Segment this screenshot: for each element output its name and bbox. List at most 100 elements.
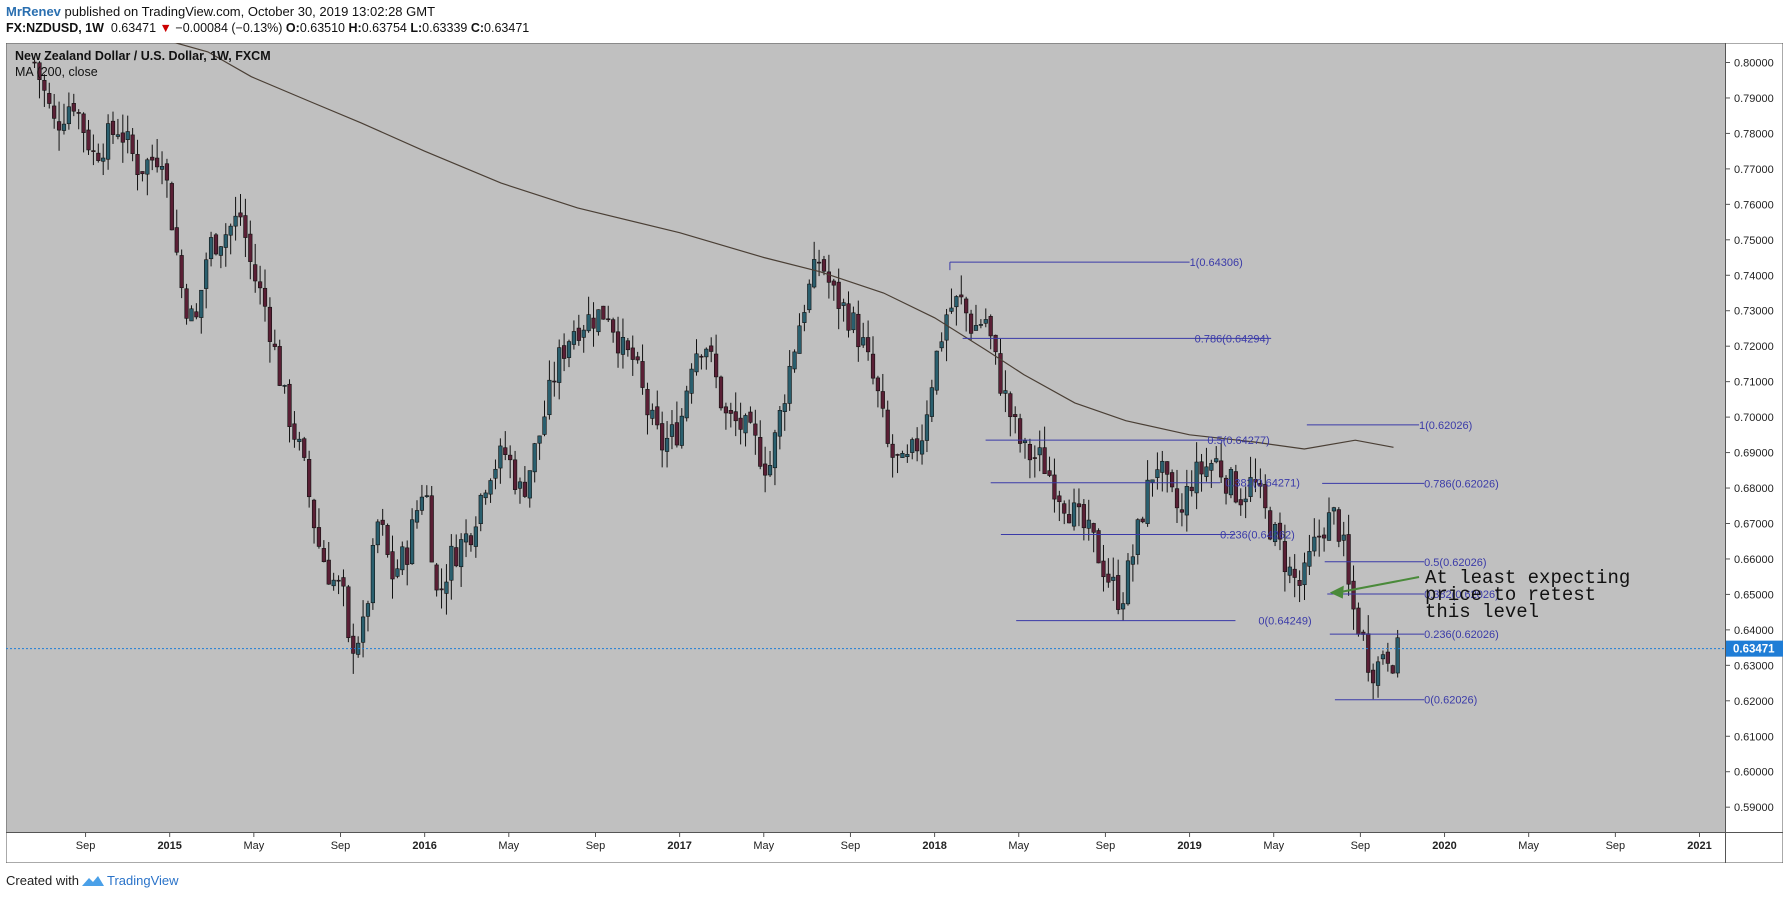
time-axis[interactable]: Sep 2015 May Sep 2016 May Sep 2017 May Sep 2018 May… [76,832,1712,852]
candle-body [204,259,209,289]
candle-body [748,411,753,423]
candle-body [375,521,380,546]
candle-body [606,318,611,321]
candle-body [758,437,763,467]
candle-body [542,416,547,435]
candle-body [159,166,165,170]
candle-body [434,564,439,591]
candle-body [826,271,831,283]
candle-body [576,327,581,341]
x-tick-label: May [1518,840,1539,852]
candle-body [1282,541,1287,573]
candle-body [1194,461,1199,494]
candle-body [1170,472,1175,488]
candle-body [503,447,508,455]
candle-body [895,454,900,456]
symbol-label: FX:NZDUSD, 1W [6,21,104,35]
candle-body [1233,471,1238,503]
x-tick-label: Sep [1096,840,1116,852]
candle-body [841,302,846,306]
candle-body [1336,509,1341,542]
candle-body [277,346,282,386]
candle-body [1155,469,1160,478]
candle-body [1228,469,1234,496]
fib-2019-level-label: 1(0.62026) [1419,420,1472,432]
candle-body [336,579,341,582]
candle-body [1067,514,1072,524]
candle-body [1366,633,1371,673]
candle-body [1071,502,1077,527]
candle-body [1317,535,1322,538]
candle-body [640,361,645,388]
candle-body [1380,654,1386,660]
fib-2019-level-label: 0.382(0.62026) [1424,589,1499,601]
chart-frame[interactable]: 1(0.64306) 0.786(0.64294) 0.5(0.64277) 0.38… [6,43,1783,863]
candle-body [91,150,96,152]
candle-body [498,445,503,469]
candle-body [1150,479,1155,483]
low-label: L: [410,21,423,35]
candle-body [1292,568,1297,578]
candle-body [517,481,523,489]
candle-body [591,317,596,329]
candle-body [763,463,768,476]
candle-body [1341,534,1346,541]
created-with-label: Created with [6,873,79,888]
candle-body [929,387,934,417]
candle-body [919,440,925,455]
candle-body [1047,470,1052,476]
candle-body [1243,498,1248,503]
tradingview-logo-icon [81,875,104,886]
x-tick-label: May [1263,840,1284,852]
open-label: O: [285,21,300,35]
price-axis[interactable]: 0.80000 0.79000 0.78000 0.77000 0.76000 0.750… [1725,58,1774,815]
candle-body [694,353,699,373]
candle-body [56,121,62,131]
chart-header: MrRenev published on TradingView.com, Oc… [6,4,529,36]
fib-layer[interactable]: 1(0.64306) 0.786(0.64294) 0.5(0.64277) 0.38… [949,257,1499,707]
candle-body [1003,390,1008,394]
candle-body [812,259,817,288]
candle-body [1111,576,1116,581]
x-tick-label: 2016 [412,840,436,852]
candle-body [1199,461,1204,475]
y-tick-label: 0.80000 [1734,58,1774,70]
candle-body [1116,575,1121,610]
candle-body [1312,536,1317,552]
candle-body [1022,440,1028,444]
candle-body [1057,495,1062,503]
x-tick-label: May [753,840,774,852]
candle-body [1027,443,1033,461]
candle-body [669,424,675,437]
annotation-group[interactable]: At least expecting price to retest this … [1329,567,1630,623]
tradingview-link[interactable]: TradingView [106,873,179,888]
candle-body [1253,479,1258,483]
candle-body [973,325,979,331]
author-link[interactable]: MrRenev [6,4,61,19]
candle-body [679,415,684,446]
candle-body [689,368,694,394]
candle-body [321,548,326,563]
candle-body [164,163,170,181]
x-tick-label: 2015 [157,840,181,852]
plot-area[interactable] [6,43,1726,833]
candle-body [1214,458,1219,463]
candle-body [1351,580,1356,610]
candle-body [370,545,375,604]
candle-body [1395,637,1400,674]
candle-body [900,453,905,458]
ohlc-line: FX:NZDUSD, 1W 0.63471 ▼ −0.00084 (−0.13%… [6,20,529,36]
candle-body [660,423,665,451]
candle-body [385,525,390,555]
candle-body [1018,418,1023,444]
candle-body [851,312,856,331]
candle-body [753,423,758,436]
y-tick-label: 0.62000 [1734,696,1774,708]
candle-body [870,353,876,379]
candle-body [400,546,405,571]
indicator-label[interactable]: MA (200, close [15,65,98,79]
candle-body [32,61,37,64]
candle-body [189,308,194,322]
candle-body [728,410,733,414]
candle-body [1184,486,1189,516]
